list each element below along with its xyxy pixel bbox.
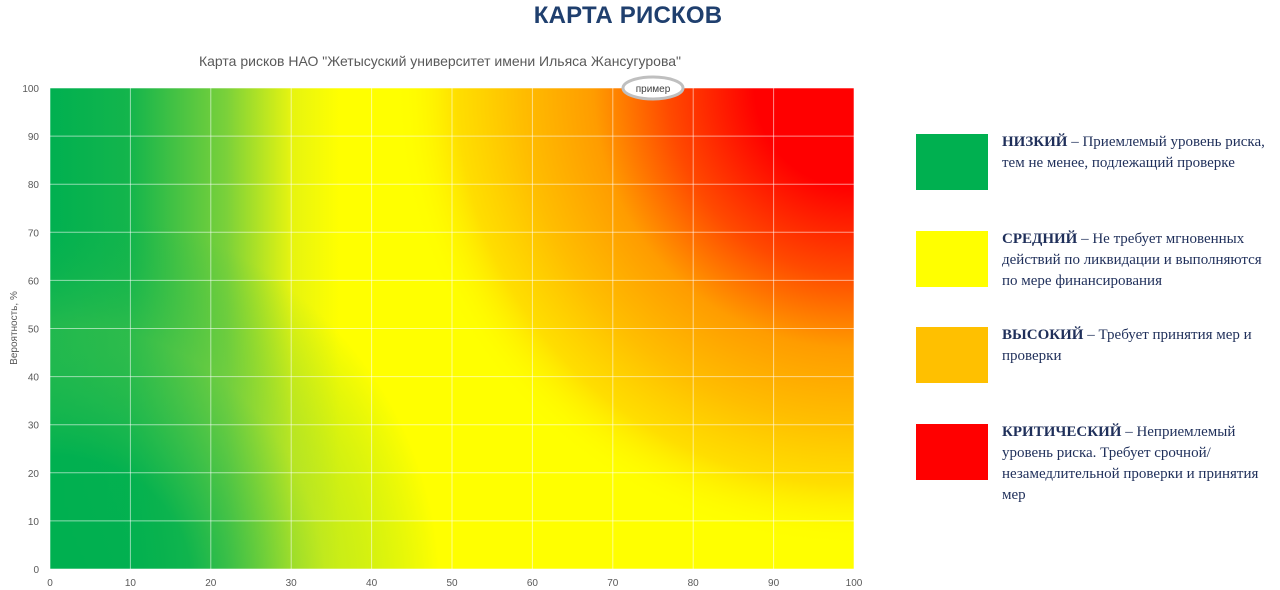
x-tick-label: 40 [366,578,378,589]
risk-heatmap-chart: 0 10 20 30 40 50 60 70 80 90 100 0 10 20 30 40 50 60 70 80 9… [9,53,863,589]
y-tick-label: 70 [28,228,40,239]
x-tick-label: 100 [846,578,863,589]
y-tick-label: 50 [28,325,40,336]
x-tick-label: 60 [527,578,539,589]
legend-swatch-critical [916,424,988,480]
legend-text-high: ВЫСОКИЙ – Требует принятия мер и проверк… [1002,325,1272,367]
example-marker [621,75,685,101]
legend-level-medium: СРЕДНИЙ [1002,231,1078,247]
legend-description-medium: – Не требует мгновенных действий по ликв… [1002,231,1262,289]
y-tick-label: 40 [28,373,40,384]
x-tick-label: 90 [768,578,780,589]
legend-text-low: НИЗКИЙ – Приемлемый уровень риска, тем н… [1002,132,1272,174]
legend-level-critical: КРИТИЧЕСКИЙ [1002,424,1122,440]
y-tick-label: 100 [22,84,39,95]
x-tick-label: 70 [607,578,619,589]
legend-level-high: ВЫСОКИЙ [1002,327,1084,343]
y-tick-label: 30 [28,421,40,432]
y-axis-label: Вероятность, % [9,291,20,365]
y-tick-label: 0 [33,565,39,576]
axis-ticks: 0 10 20 30 40 50 60 70 80 90 100 0 10 20 30 40 50 60 70 80 9… [22,84,862,589]
legend-description-critical: – Неприемлемый уровень риска. Требует ср… [1002,424,1259,503]
y-tick-label: 90 [28,132,40,143]
page-title: КАРТА РИСКОВ [533,2,723,29]
x-tick-label: 50 [446,578,458,589]
legend-level-low: НИЗКИЙ [1002,134,1068,150]
y-tick-label: 10 [28,517,40,528]
chart-title: Карта рисков НАО "Жетысуский университет… [199,53,681,69]
legend-text-critical: КРИТИЧЕСКИЙ – Неприемлемый уровень риска… [1002,422,1272,506]
x-tick-label: 30 [286,578,298,589]
x-tick-label: 20 [205,578,217,589]
grid-lines [49,87,855,570]
legend-description-low: – Приемлемый уровень риска, тем не менее… [1002,134,1265,171]
legend-swatch-low [916,134,988,190]
legend-swatch-medium [916,231,988,287]
x-tick-label: 0 [47,578,53,589]
legend-text-medium: СРЕДНИЙ – Не требует мгновенных действий… [1002,229,1272,292]
y-tick-label: 80 [28,180,40,191]
y-tick-label: 60 [28,276,40,287]
legend-swatch-high [916,327,988,383]
example-annotation: пример [621,75,685,101]
example-label: пример [636,84,671,95]
legend-description-high: – Требует принятия мер и проверки [1002,327,1252,364]
y-tick-label: 20 [28,469,40,480]
x-tick-label: 80 [688,578,700,589]
x-tick-label: 10 [125,578,137,589]
